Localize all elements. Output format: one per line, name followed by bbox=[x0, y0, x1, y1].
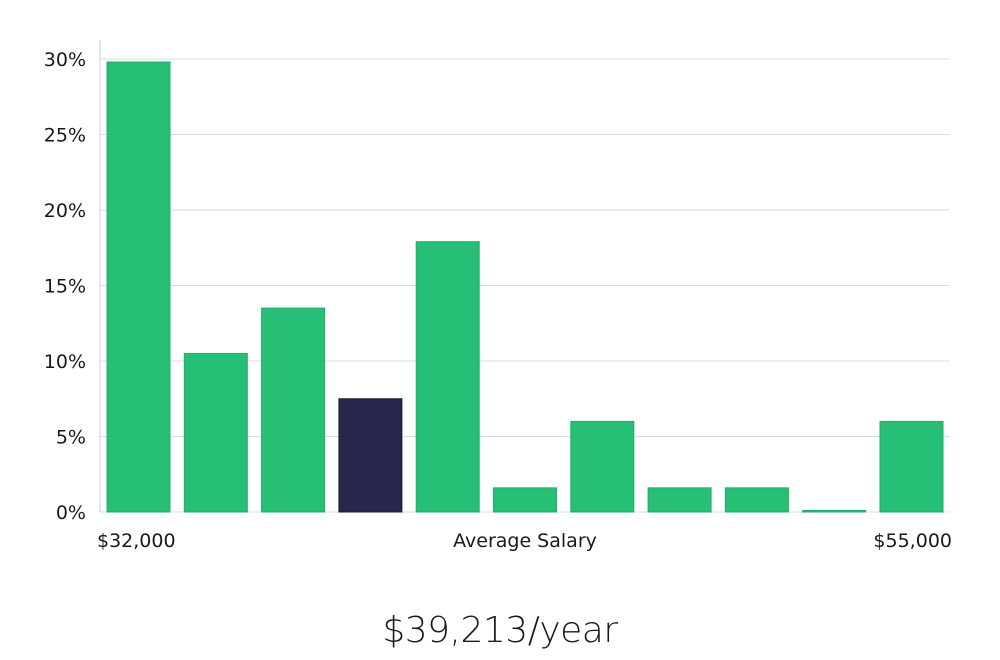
bar bbox=[647, 487, 712, 513]
x-axis-label: Average Salary bbox=[453, 530, 597, 552]
x-min-label: $32,000 bbox=[97, 530, 176, 552]
y-tick-label: 30% bbox=[44, 49, 86, 71]
bar bbox=[415, 241, 480, 513]
salary-histogram: 0% 5% 10% 15% 20% 25% 30% $32,000 Average Sala… bbox=[44, 40, 952, 552]
bar bbox=[802, 509, 867, 513]
y-tick-label: 5% bbox=[56, 427, 86, 449]
x-max-label: $55,000 bbox=[873, 530, 952, 552]
y-tick-label: 25% bbox=[44, 125, 86, 147]
bar bbox=[724, 487, 789, 513]
bar bbox=[570, 420, 635, 513]
y-tick-label: 20% bbox=[44, 200, 86, 222]
bars bbox=[106, 61, 944, 513]
bar-highlighted bbox=[338, 398, 403, 513]
bar bbox=[183, 352, 248, 513]
y-tick-label: 10% bbox=[44, 351, 86, 373]
y-tick-label: 15% bbox=[44, 276, 86, 298]
bar bbox=[261, 307, 326, 513]
y-tick-label: 0% bbox=[56, 502, 86, 524]
bar bbox=[106, 61, 171, 513]
bar bbox=[879, 420, 944, 513]
y-axis-ticks: 0% 5% 10% 15% 20% 25% 30% bbox=[44, 49, 86, 524]
bar bbox=[493, 487, 557, 513]
average-salary-value: $39,213/year bbox=[382, 610, 618, 651]
